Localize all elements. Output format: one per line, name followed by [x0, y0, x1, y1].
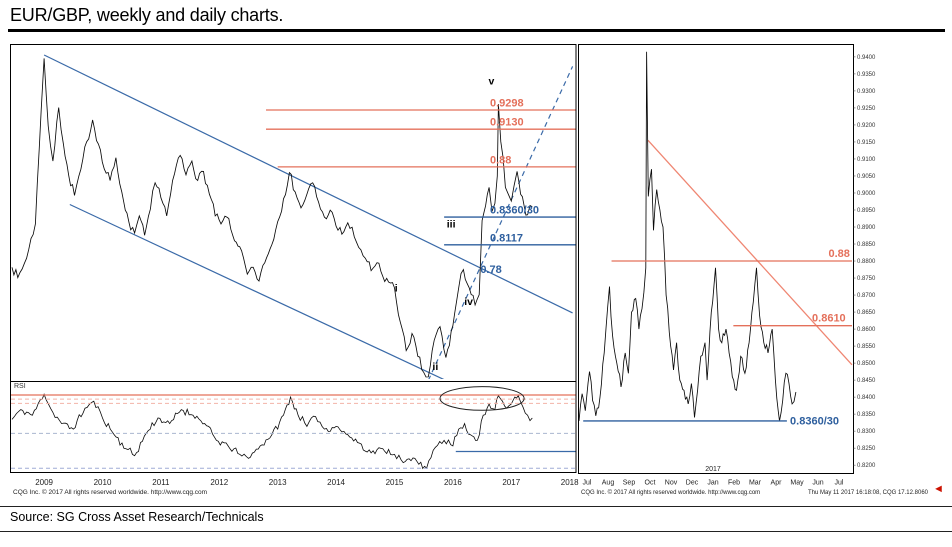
daily-axis-price-0.8350: 0.8350	[857, 412, 876, 418]
daily-axis-price-0.8200: 0.8200	[857, 463, 876, 469]
weekly-axis-year-2012: 2012	[210, 478, 228, 487]
title-underline	[8, 29, 945, 32]
daily-axis-month-2: Sep	[623, 480, 636, 487]
weekly-level-label-0.9298: 0.9298	[490, 98, 524, 110]
daily-axis-month-8: Mar	[749, 480, 762, 487]
daily-plot-layer	[578, 51, 853, 421]
daily-axis-price-0.8450: 0.8450	[857, 378, 876, 384]
weekly-chart-frame	[10, 44, 577, 473]
weekly-chart-copyright: CQG Inc. © 2017 All rights reserved worl…	[13, 489, 208, 496]
daily-axis-price-0.8400: 0.8400	[857, 395, 876, 401]
wave-label-ii: ii	[432, 361, 438, 373]
rsi-line	[11, 393, 533, 470]
weekly-axis-year-2018: 2018	[561, 478, 579, 487]
daily-axis-price-0.8600: 0.8600	[857, 327, 876, 333]
lower-channel-line	[69, 203, 445, 379]
weekly-axis-year-2009: 2009	[35, 478, 53, 487]
daily-axis-price-0.8500: 0.8500	[857, 361, 876, 367]
rsi-plot-layer	[11, 393, 533, 470]
weekly-axis-year-2016: 2016	[444, 478, 462, 487]
weekly-level-label-0.8360/30: 0.8360/30	[490, 205, 539, 217]
daily-axis-price-0.8550: 0.8550	[857, 344, 876, 350]
daily-axis-price-0.8700: 0.8700	[857, 293, 876, 299]
weekly-axis-year-2013: 2013	[269, 478, 287, 487]
daily-level-label-0.8360/30: 0.8360/30	[790, 415, 839, 427]
downtrend-line	[647, 139, 853, 366]
source-divider-top	[0, 506, 952, 507]
daily-axis-price-0.8650: 0.8650	[857, 310, 876, 316]
daily-axis-price-0.9100: 0.9100	[857, 157, 876, 163]
weekly-axis-year-2015: 2015	[386, 478, 404, 487]
daily-axis-price-0.8800: 0.8800	[857, 259, 876, 265]
upper-channel-line	[43, 54, 573, 314]
daily-axis-price-0.8850: 0.8850	[857, 242, 876, 248]
daily-chart-timestamp: Thu May 11 2017 16:18:08, CQG 17.12.8060	[808, 490, 928, 496]
daily-axis-price-0.9250: 0.9250	[857, 106, 876, 112]
weekly-level-label-0.88: 0.88	[490, 154, 511, 166]
daily-axis-price-0.9000: 0.9000	[857, 191, 876, 197]
source-divider-bottom	[0, 531, 952, 532]
daily-axis-month-7: Feb	[728, 480, 740, 487]
daily-axis-month-10: May	[790, 480, 804, 487]
daily-axis-price-0.8950: 0.8950	[857, 208, 876, 214]
daily-axis-month-4: Nov	[665, 480, 678, 487]
daily-axis-month-6: Jan	[707, 480, 718, 487]
daily-axis-price-0.8750: 0.8750	[857, 276, 876, 282]
wave-label-i: i	[395, 282, 398, 294]
weekly-axis-year-2011: 2011	[152, 478, 170, 487]
weekly-axis-year-2010: 2010	[94, 478, 112, 487]
daily-axis-month-12: Jul	[835, 480, 844, 487]
weekly-price-line	[11, 58, 533, 378]
weekly-axis-year-2014: 2014	[327, 478, 345, 487]
daily-axis-price-0.9200: 0.9200	[857, 123, 876, 129]
trendline-label-0.78: 0.78	[480, 264, 501, 276]
daily-axis-month-0: Jul	[583, 480, 592, 487]
rsi-highlight-ellipse	[439, 386, 525, 411]
weekly-level-label-0.9130: 0.9130	[490, 117, 524, 129]
daily-level-label-0.8610: 0.8610	[812, 313, 846, 325]
daily-axis-year: 2017	[705, 466, 721, 473]
daily-chart-copyright: CQG Inc. © 2017 All rights reserved worl…	[581, 490, 761, 496]
daily-axis-price-0.8900: 0.8900	[857, 225, 876, 231]
daily-axis-month-5: Dec	[686, 480, 699, 487]
daily-axis-price-0.9050: 0.9050	[857, 174, 876, 180]
daily-chart-frame	[578, 44, 854, 474]
page-title: EUR/GBP, weekly and daily charts.	[10, 5, 284, 25]
wave-label-v: v	[488, 76, 494, 88]
rsi-indicator-label: RSI	[14, 383, 26, 390]
wave-label-iv: iv	[464, 296, 473, 308]
daily-axis-price-0.9350: 0.9350	[857, 72, 876, 78]
weekly-level-label-0.8117: 0.8117	[490, 232, 523, 244]
weekly-plot-layer	[11, 54, 574, 379]
source-note: Source: SG Cross Asset Research/Technica…	[10, 510, 264, 524]
scroll-left-arrow-icon[interactable]: ◄	[933, 483, 944, 495]
daily-axis-price-0.9150: 0.9150	[857, 140, 876, 146]
daily-level-label-0.88: 0.88	[828, 248, 849, 260]
daily-axis-price-0.8250: 0.8250	[857, 446, 876, 452]
daily-axis-month-3: Oct	[645, 480, 656, 487]
wave-label-iii: iii	[447, 218, 456, 230]
weekly-axis-year-2017: 2017	[502, 478, 520, 487]
daily-axis-price-0.8300: 0.8300	[857, 429, 876, 435]
daily-axis-price-0.9400: 0.9400	[857, 55, 876, 61]
daily-axis-month-9: Apr	[771, 480, 783, 487]
daily-axis-price-0.9300: 0.9300	[857, 89, 876, 95]
daily-axis-month-1: Aug	[602, 480, 615, 487]
daily-price-line	[578, 51, 797, 421]
daily-axis-month-11: Jun	[812, 480, 823, 487]
